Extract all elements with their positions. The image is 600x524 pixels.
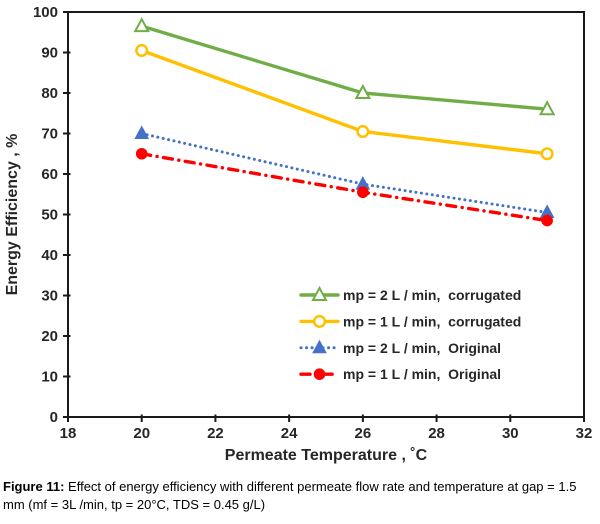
legend-item-1 [299,314,340,328]
y-tick-label: 40 [41,247,58,264]
legend-item-0 [299,285,340,301]
data-point-marker [541,214,553,227]
y-tick-label: 90 [41,45,58,62]
data-point-marker [133,17,150,33]
data-point-marker [356,124,370,139]
figure-caption: Figure 11: Effect of energy efficiency w… [3,478,597,514]
series-line-0 [140,24,549,111]
y-tick-label: 50 [41,207,58,224]
data-point-marker [357,186,369,199]
x-tick-label: 28 [428,425,445,442]
legend-marker [311,285,328,301]
x-tick-label: 30 [502,425,519,442]
x-tick-label: 18 [60,425,77,442]
y-tick-label: 80 [41,85,58,102]
series-2 [134,125,555,218]
legend-label: mp = 2 L / min, corrugated [343,287,521,303]
legend-label: mp = 1 L / min, corrugated [343,313,521,329]
x-axis-title: Permeate Temperature , ˚C [225,447,428,464]
x-tick-label: 32 [576,425,593,442]
chart-area: 18 20 22 24 26 28 30 32 0 10 20 30 40 50 60 70 80 90 100 Pe… [4,4,593,464]
data-point-marker [354,83,372,99]
y-tick-label: 30 [41,288,58,305]
y-axis-title: Energy Efficiency , % [4,134,21,296]
series-line-1 [140,48,549,156]
data-point-marker [540,147,554,161]
data-point-marker [134,125,150,139]
figure-caption-text: Effect of energy efficiency with differe… [3,479,577,512]
legend-marker [312,314,327,328]
legend-item-2 [299,339,340,354]
data-point-marker [135,43,149,58]
legend-label: mp = 2 L / min, Original [343,340,501,356]
legend-label: mp = 1 L / min, Original [343,366,501,382]
series-3 [135,147,553,227]
legend-item-3 [299,368,340,381]
legend-marker [313,368,326,381]
data-point-marker [135,147,148,160]
series-1 [135,43,554,161]
x-tick-label: 26 [355,425,372,442]
x-tick-label: 22 [207,425,224,442]
y-tick-label: 70 [41,126,58,143]
y-tick-label: 10 [41,369,58,386]
x-tick-label: 24 [281,425,298,442]
figure-caption-label: Figure 11: [3,479,65,494]
series-line-3 [140,152,549,223]
y-tick-label: 100 [33,4,58,21]
legend-marker [312,339,327,354]
x-tick-label: 20 [133,425,150,442]
data-point-marker [538,100,556,116]
y-tick-label: 60 [41,166,58,183]
y-tick-label: 20 [41,328,58,345]
energy-efficiency-line-chart: 18 20 22 24 26 28 30 32 0 10 20 30 40 50 60 70 80 90 100 Pe… [4,4,593,464]
y-tick-label: 0 [50,409,58,426]
series-0 [133,17,556,116]
